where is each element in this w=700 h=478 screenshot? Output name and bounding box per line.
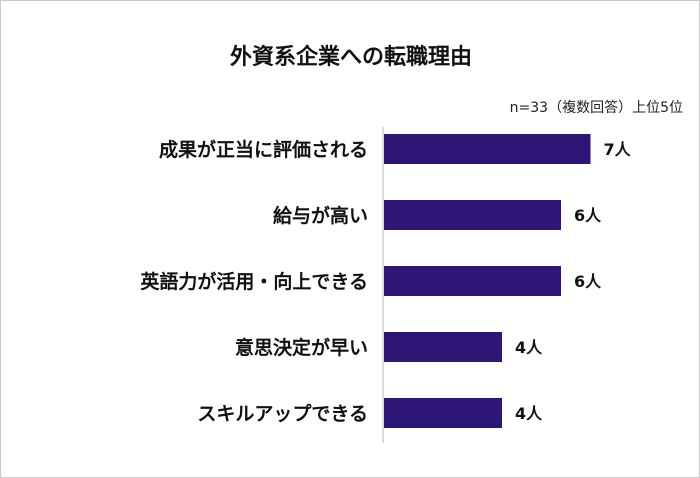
category-label-5: スキルアップできる	[197, 402, 368, 425]
bar-group	[384, 134, 591, 428]
bar-5	[384, 398, 502, 428]
category-label-2: 給与が高い	[273, 204, 368, 227]
data-label-group: 7人 6人 6人 4人 4人	[515, 140, 632, 423]
data-label-1: 7人	[604, 140, 632, 159]
bar-3	[384, 266, 561, 296]
bar-4	[384, 332, 502, 362]
category-label-group: 成果が正当に評価される給与が高い英語力が活用・向上できる意思決定が早いスキルアッ…	[140, 138, 368, 425]
category-label-4: 意思決定が早い	[235, 336, 368, 359]
data-label-3: 6人	[574, 272, 602, 291]
category-label-1: 成果が正当に評価される	[159, 138, 368, 161]
chart-title: 外資系企業への転職理由	[230, 44, 472, 70]
data-label-2: 6人	[574, 206, 602, 225]
data-label-4: 4人	[515, 338, 543, 357]
bar-1	[384, 134, 591, 164]
chart-note: n=33（複数回答）上位5位	[510, 99, 683, 116]
bar-2	[384, 200, 561, 230]
category-label-3: 英語力が活用・向上できる	[140, 270, 368, 293]
data-label-5: 4人	[515, 404, 543, 423]
